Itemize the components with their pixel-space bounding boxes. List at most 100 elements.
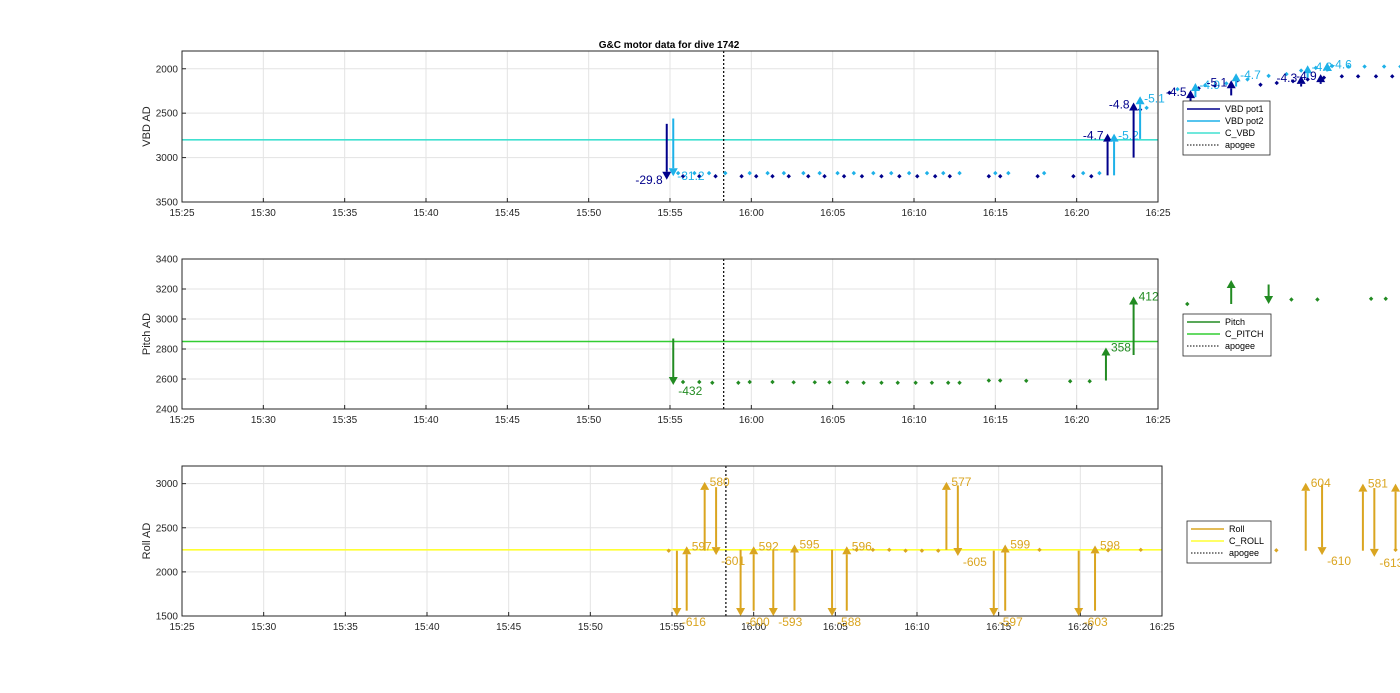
data-point	[1167, 90, 1172, 95]
vbd-panel: 15:25 15:30 15:35 15:40 15:45 15:50 15:55 16:00…	[141, 50, 1400, 219]
x-tick-label: 15:40	[413, 208, 438, 219]
data-point	[1041, 170, 1047, 176]
data-point	[697, 379, 702, 385]
x-tick-label: 16:15	[983, 415, 1008, 426]
y-tick-label: 3000	[156, 153, 179, 164]
data-point	[736, 380, 741, 385]
arrow-head	[1101, 347, 1111, 356]
data-point	[941, 170, 946, 176]
legend-entry: C_PITCH	[1225, 329, 1264, 339]
x-tick-label: 15:40	[414, 622, 439, 633]
arrow-head	[1391, 483, 1400, 492]
arrow-head	[1264, 296, 1274, 304]
x-tick-label: 15:30	[251, 415, 276, 426]
x-tick-label: 16:05	[823, 622, 848, 633]
data-point	[1274, 548, 1279, 553]
data-point	[936, 548, 941, 553]
x-tick-label: 15:35	[332, 208, 357, 219]
data-point	[770, 174, 775, 179]
data-point	[1373, 74, 1379, 79]
data-point	[680, 379, 686, 385]
arrow-label: -616	[682, 615, 706, 629]
arrow-label: 596	[852, 539, 872, 553]
x-tick-label: 15:50	[576, 208, 601, 219]
x-tick-label: 15:35	[332, 415, 357, 426]
arrow-head	[1103, 133, 1113, 142]
arrow-label: -4.9	[1199, 78, 1220, 92]
data-point	[957, 380, 962, 385]
data-point	[1315, 297, 1320, 302]
data-point	[1144, 105, 1149, 111]
x-tick-label: 15:55	[657, 208, 682, 219]
arrow-label: 604	[1311, 476, 1331, 490]
data-point	[786, 174, 791, 179]
data-point	[1329, 63, 1335, 69]
data-point	[1258, 82, 1263, 87]
arrow-head	[711, 547, 721, 556]
data-point	[770, 379, 775, 385]
x-tick-label: 16:20	[1064, 208, 1089, 219]
data-point	[1202, 82, 1208, 88]
y-tick-label: 3200	[156, 285, 179, 296]
data-point	[913, 380, 918, 385]
arrow-label: -29.8	[635, 173, 663, 187]
figure-title: G&C motor data for dive 1742	[599, 40, 740, 51]
arrow-head	[1231, 73, 1241, 82]
x-tick-label: 15:25	[169, 208, 194, 219]
arrow-label: 595	[800, 538, 820, 552]
data-point	[945, 380, 951, 385]
x-tick-label: 15:30	[251, 622, 276, 633]
arrow-head	[1135, 96, 1145, 105]
data-point	[998, 174, 1003, 179]
y-axis-label: Pitch AD	[141, 313, 153, 355]
data-point	[812, 380, 817, 385]
x-tick-label: 16:25	[1145, 208, 1170, 219]
arrow-label: -605	[963, 555, 987, 569]
x-tick-label: 16:25	[1145, 415, 1170, 426]
arrow-label: 598	[1100, 538, 1120, 552]
legend-entry: Roll	[1229, 524, 1245, 534]
arrow-label: -4.9	[1296, 69, 1317, 83]
data-point	[1362, 64, 1367, 69]
arrow-label: -4.8	[1109, 98, 1130, 112]
data-point	[915, 174, 920, 179]
legend-entry: apogee	[1229, 548, 1259, 558]
y-tick-label: 2500	[156, 109, 179, 120]
arrow-label: 599	[1010, 538, 1030, 552]
arrow-label: 592	[759, 539, 779, 553]
axes-frame	[181, 50, 1159, 203]
data-point	[919, 548, 925, 553]
x-tick-label: 16:15	[986, 622, 1011, 633]
y-axis-label: VBD AD	[141, 106, 153, 146]
arrow-label: -31.2	[677, 169, 705, 183]
y-tick-label: 2000	[156, 567, 179, 578]
arrow-label: -4.6	[1331, 58, 1352, 72]
arrow-head	[1317, 547, 1327, 556]
arrow-head	[1090, 545, 1100, 554]
data-point	[895, 380, 900, 385]
data-point	[1035, 174, 1040, 179]
data-point	[1224, 81, 1229, 86]
legend-entry: VBD pot1	[1225, 104, 1264, 114]
x-tick-label: 15:45	[496, 622, 521, 633]
data-point	[754, 174, 759, 179]
data-point	[993, 170, 998, 176]
data-point	[723, 170, 728, 176]
data-point	[1298, 68, 1304, 73]
y-tick-label: 2500	[156, 523, 179, 534]
y-tick-label: 2400	[156, 405, 179, 416]
data-point	[1087, 379, 1092, 384]
x-tick-label: 15:55	[659, 622, 684, 633]
arrow-label: -4.3	[1276, 71, 1297, 85]
x-tick-label: 16:00	[739, 415, 764, 426]
arrow-label: -597	[999, 615, 1023, 629]
arrow-label: -593	[778, 615, 802, 629]
data-point	[666, 548, 671, 553]
data-point	[1080, 170, 1086, 176]
data-point	[1383, 296, 1388, 301]
data-point	[845, 380, 850, 385]
y-tick-label: 3500	[156, 198, 179, 209]
arrow-head	[749, 546, 759, 555]
data-point	[1339, 74, 1345, 79]
